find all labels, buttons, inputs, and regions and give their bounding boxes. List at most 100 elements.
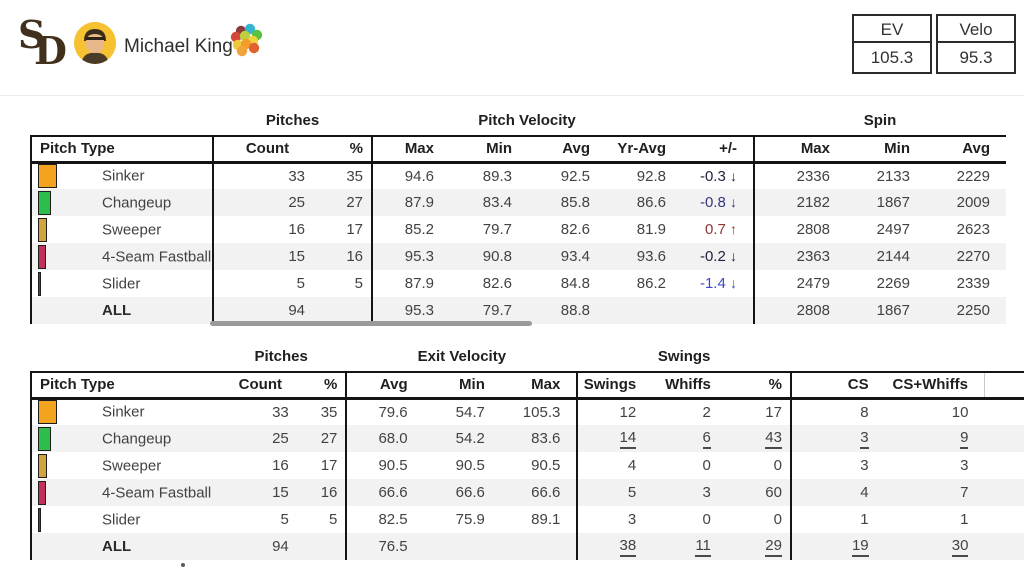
ev-min-cell — [423, 533, 501, 560]
group-header-row: Pitches Exit Velocity Swings — [31, 342, 1024, 372]
table-row-sweeper: Sweeper 16 17 85.2 79.7 82.6 81.9 0.7 ↑ … — [30, 216, 1006, 243]
cs-whiffs-cell: 30 — [884, 533, 985, 560]
pct-cell: 16 — [321, 243, 372, 270]
count-cell: 94 — [215, 533, 305, 560]
table-row-sinker: Sinker 33 35 94.6 89.3 92.5 92.8 -0.3 ↓ … — [30, 162, 1006, 189]
ev-min-cell: 66.6 — [423, 479, 501, 506]
cs-whiffs-cell: 10 — [951, 403, 969, 421]
col-velo-max: Max — [371, 135, 450, 164]
clipped-column-stub — [983, 371, 1024, 400]
exit-velocity-table: Pitches Exit Velocity Swings Pitch Type … — [30, 342, 1024, 560]
ev-avg-cell: 68.0 — [345, 425, 424, 452]
col-swing-pct: % — [726, 371, 791, 400]
diff-cell: -0.3 ↓ — [699, 167, 737, 185]
pitch-mix-dots-icon — [228, 22, 264, 63]
yravg-cell: 92.8 — [636, 167, 666, 185]
smin-cell: 2133 — [876, 167, 910, 185]
col-spin-min: Min — [846, 135, 926, 164]
swings-cell: 4 — [576, 452, 653, 479]
count-cell: 25 — [215, 425, 305, 452]
count-cell: 16 — [212, 216, 321, 243]
whiffs-cell: 0 — [702, 511, 711, 528]
pitch-name: 4-Seam Fastball — [102, 484, 212, 501]
swing-pct-cell: 29 — [726, 533, 791, 560]
yravg-cell: 86.6 — [606, 189, 682, 216]
pct-cell: 17 — [346, 221, 363, 238]
cs-whiffs-cell: 9 — [884, 425, 985, 452]
savg-cell: 2229 — [956, 167, 990, 185]
cs-whiffs-cell: 3 — [960, 457, 969, 474]
yravg-cell: 81.9 — [636, 221, 666, 238]
ev-max-cell: 66.6 — [500, 479, 578, 506]
smax-cell: 2336 — [753, 162, 846, 189]
swing-pct-cell: 17 — [765, 403, 782, 421]
pitch-name: ALL — [30, 297, 213, 324]
cs-cell: 3 — [789, 452, 885, 479]
whiffs-cell: 3 — [652, 479, 727, 506]
horizontal-scrollbar[interactable] — [210, 321, 532, 326]
table-row-sinker: Sinker 33 35 79.6 54.7 105.3 12 2 17 8 1… — [30, 398, 1024, 425]
cs-cell: 8 — [789, 398, 885, 425]
cs-cell: 1 — [789, 506, 885, 533]
count-cell: 33 — [272, 403, 289, 421]
trend-down-icon: ↓ — [730, 275, 737, 291]
smin-cell: 2497 — [876, 221, 910, 238]
ev-min-cell: 54.2 — [423, 425, 501, 452]
group-swings: Swings — [657, 348, 711, 365]
pitch-name: ALL — [30, 533, 216, 560]
pct-cell: 16 — [304, 479, 347, 506]
group-header-row: Pitches Pitch Velocity Spin — [31, 106, 1006, 136]
col-spin-max: Max — [753, 135, 846, 164]
sd-padres-logo: S D — [18, 12, 68, 73]
count-cell: 15 — [212, 243, 321, 270]
velo-value: 95.3 — [959, 48, 993, 67]
count-cell: 15 — [215, 479, 305, 506]
col-pct: % — [304, 371, 347, 400]
table-row-sweeper: Sweeper 16 17 90.5 90.5 90.5 4 0 0 3 3 — [30, 452, 1024, 479]
diff-cell: 0.7 ↑ — [704, 221, 737, 238]
pct-cell — [304, 533, 347, 560]
vmax-cell: 95.3 — [371, 243, 450, 270]
swings-cell: 14 — [576, 425, 653, 452]
vmax-cell: 94.6 — [371, 162, 450, 189]
savg-cell: 2623 — [956, 221, 990, 238]
ev-avg-cell: 82.5 — [345, 506, 424, 533]
pitch-name: Sweeper — [102, 221, 162, 238]
vmax-cell: 85.2 — [371, 216, 450, 243]
col-yr-avg: Yr-Avg — [606, 135, 682, 164]
group-pitches: Pitches — [265, 112, 320, 129]
col-swings: Swings — [576, 371, 653, 400]
col-pitch-type: Pitch Type — [30, 371, 216, 400]
swings-cell: 12 — [576, 398, 653, 425]
pitch-name: Changeup — [102, 430, 172, 447]
pitch-color-swatch — [38, 453, 47, 478]
pitch-name: Sinker — [102, 167, 145, 185]
ev-max-cell: 89.1 — [531, 511, 561, 528]
trend-down-icon: ↓ — [730, 194, 737, 210]
col-ev-min: Min — [423, 371, 501, 400]
smin-cell: 2144 — [846, 243, 926, 270]
vmax-cell: 87.9 — [371, 270, 450, 297]
savg-cell: 2250 — [926, 297, 1006, 324]
pitch-color-swatch — [38, 217, 47, 242]
cs-cell: 19 — [789, 533, 885, 560]
player-avatar-image — [74, 22, 116, 64]
ev-avg-cell: 76.5 — [345, 533, 424, 560]
pitch-color-swatch — [38, 426, 51, 451]
trend-up-icon: ↑ — [730, 221, 737, 237]
col-pitch-type: Pitch Type — [30, 135, 213, 164]
whiffs-cell: 2 — [702, 403, 711, 421]
table-row-4seam: 4-Seam Fastball 15 16 95.3 90.8 93.4 93.… — [30, 243, 1006, 270]
diff-cell: -1.4 ↓ — [699, 275, 737, 292]
header-bar: S D Michael King EV 105.3 Velo — [0, 0, 1024, 96]
ev-min-cell: 90.5 — [455, 457, 485, 474]
swings-cell: 3 — [576, 506, 653, 533]
ev-min-cell: 54.7 — [455, 403, 485, 421]
table-row-changeup: Changeup 25 27 68.0 54.2 83.6 14 6 43 3 … — [30, 425, 1024, 452]
ev-max-cell: 105.3 — [522, 403, 561, 421]
ev-max-cell: 90.5 — [531, 457, 561, 474]
scroll-indicator-dot[interactable] — [181, 563, 185, 567]
logo-letter-s: S — [18, 12, 46, 57]
col-velo-avg: Avg — [528, 135, 606, 164]
cs-cell: 4 — [789, 479, 885, 506]
